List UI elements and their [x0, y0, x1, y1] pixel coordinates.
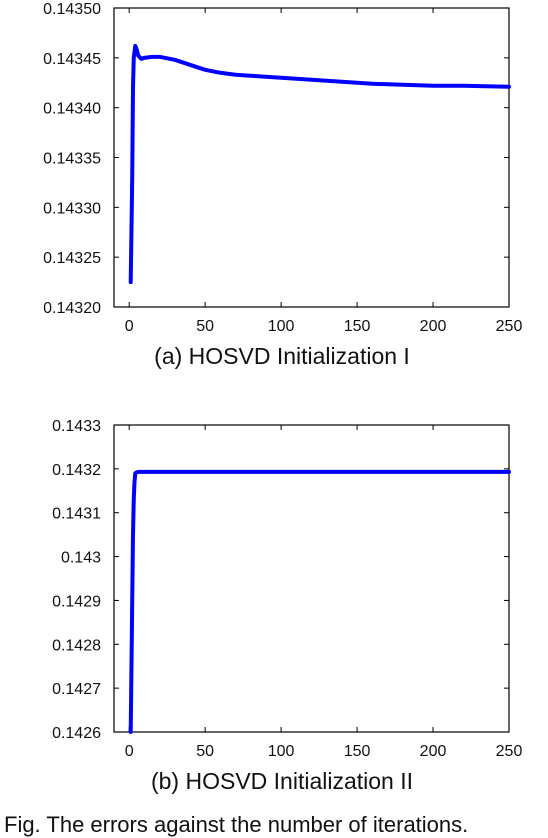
chart-b-y-tick-label: 0.1431	[52, 506, 101, 523]
chart-a-x-tick-label: 150	[344, 318, 371, 335]
chart-b-y-tick-label: 0.1428	[52, 637, 101, 654]
chart-a-y-tick-label: 0.14325	[43, 250, 101, 267]
chart-a-caption: (a) HOSVD Initialization I	[154, 343, 410, 369]
chart-b: 0 50 100 150 200 250 0.1426 0.1427 0.1428 0.1429 0…	[52, 418, 522, 760]
chart-a-y-tick-label: 0.14350	[43, 1, 101, 18]
chart-b-y-tick-label: 0.1429	[52, 593, 101, 610]
chart-a-x-tick-label: 200	[420, 318, 447, 335]
chart-a-y-tick-label: 0.14320	[43, 300, 101, 317]
chart-a-y-tick-label: 0.14330	[43, 200, 101, 217]
chart-a-x-tick-label: 0	[125, 318, 134, 335]
chart-a-series-line	[128, 43, 511, 285]
chart-a-y-tick-label: 0.14345	[43, 51, 101, 68]
chart-a-x-tick-label: 50	[196, 318, 214, 335]
chart-b-x-tick-label: 200	[420, 743, 447, 760]
chart-b-y-tick-label: 0.1427	[52, 681, 101, 698]
chart-b-y-tick-label: 0.143	[61, 550, 101, 567]
chart-b-x-tick-label: 250	[496, 743, 523, 760]
chart-b-x-tick-label: 0	[125, 743, 134, 760]
chart-b-y-tick-label: 0.1432	[52, 462, 101, 479]
chart-b-series-line	[128, 469, 511, 734]
chart-b-plot-frame	[113, 424, 510, 733]
chart-b-y-tick-label: 0.1433	[52, 418, 101, 435]
chart-a-x-tick-label: 250	[496, 318, 523, 335]
chart-a-y-tick-label: 0.14335	[43, 151, 101, 168]
chart-a-y-tick-label: 0.14340	[43, 101, 101, 118]
chart-a-x-tick-label: 100	[268, 318, 295, 335]
chart-a-plot-frame	[113, 7, 510, 308]
chart-b-x-tick-label: 150	[344, 743, 371, 760]
chart-b-x-tick-label: 50	[196, 743, 214, 760]
chart-a: 0 50 100 150 200 250 0.14320 0.14325 0.14330 0.14…	[43, 1, 522, 335]
chart-b-x-tick-label: 100	[268, 743, 295, 760]
figure-caption: Fig. The errors against the number of it…	[4, 812, 469, 837]
chart-b-y-tick-label: 0.1426	[52, 725, 101, 742]
chart-b-caption: (b) HOSVD Initialization II	[150, 768, 414, 794]
